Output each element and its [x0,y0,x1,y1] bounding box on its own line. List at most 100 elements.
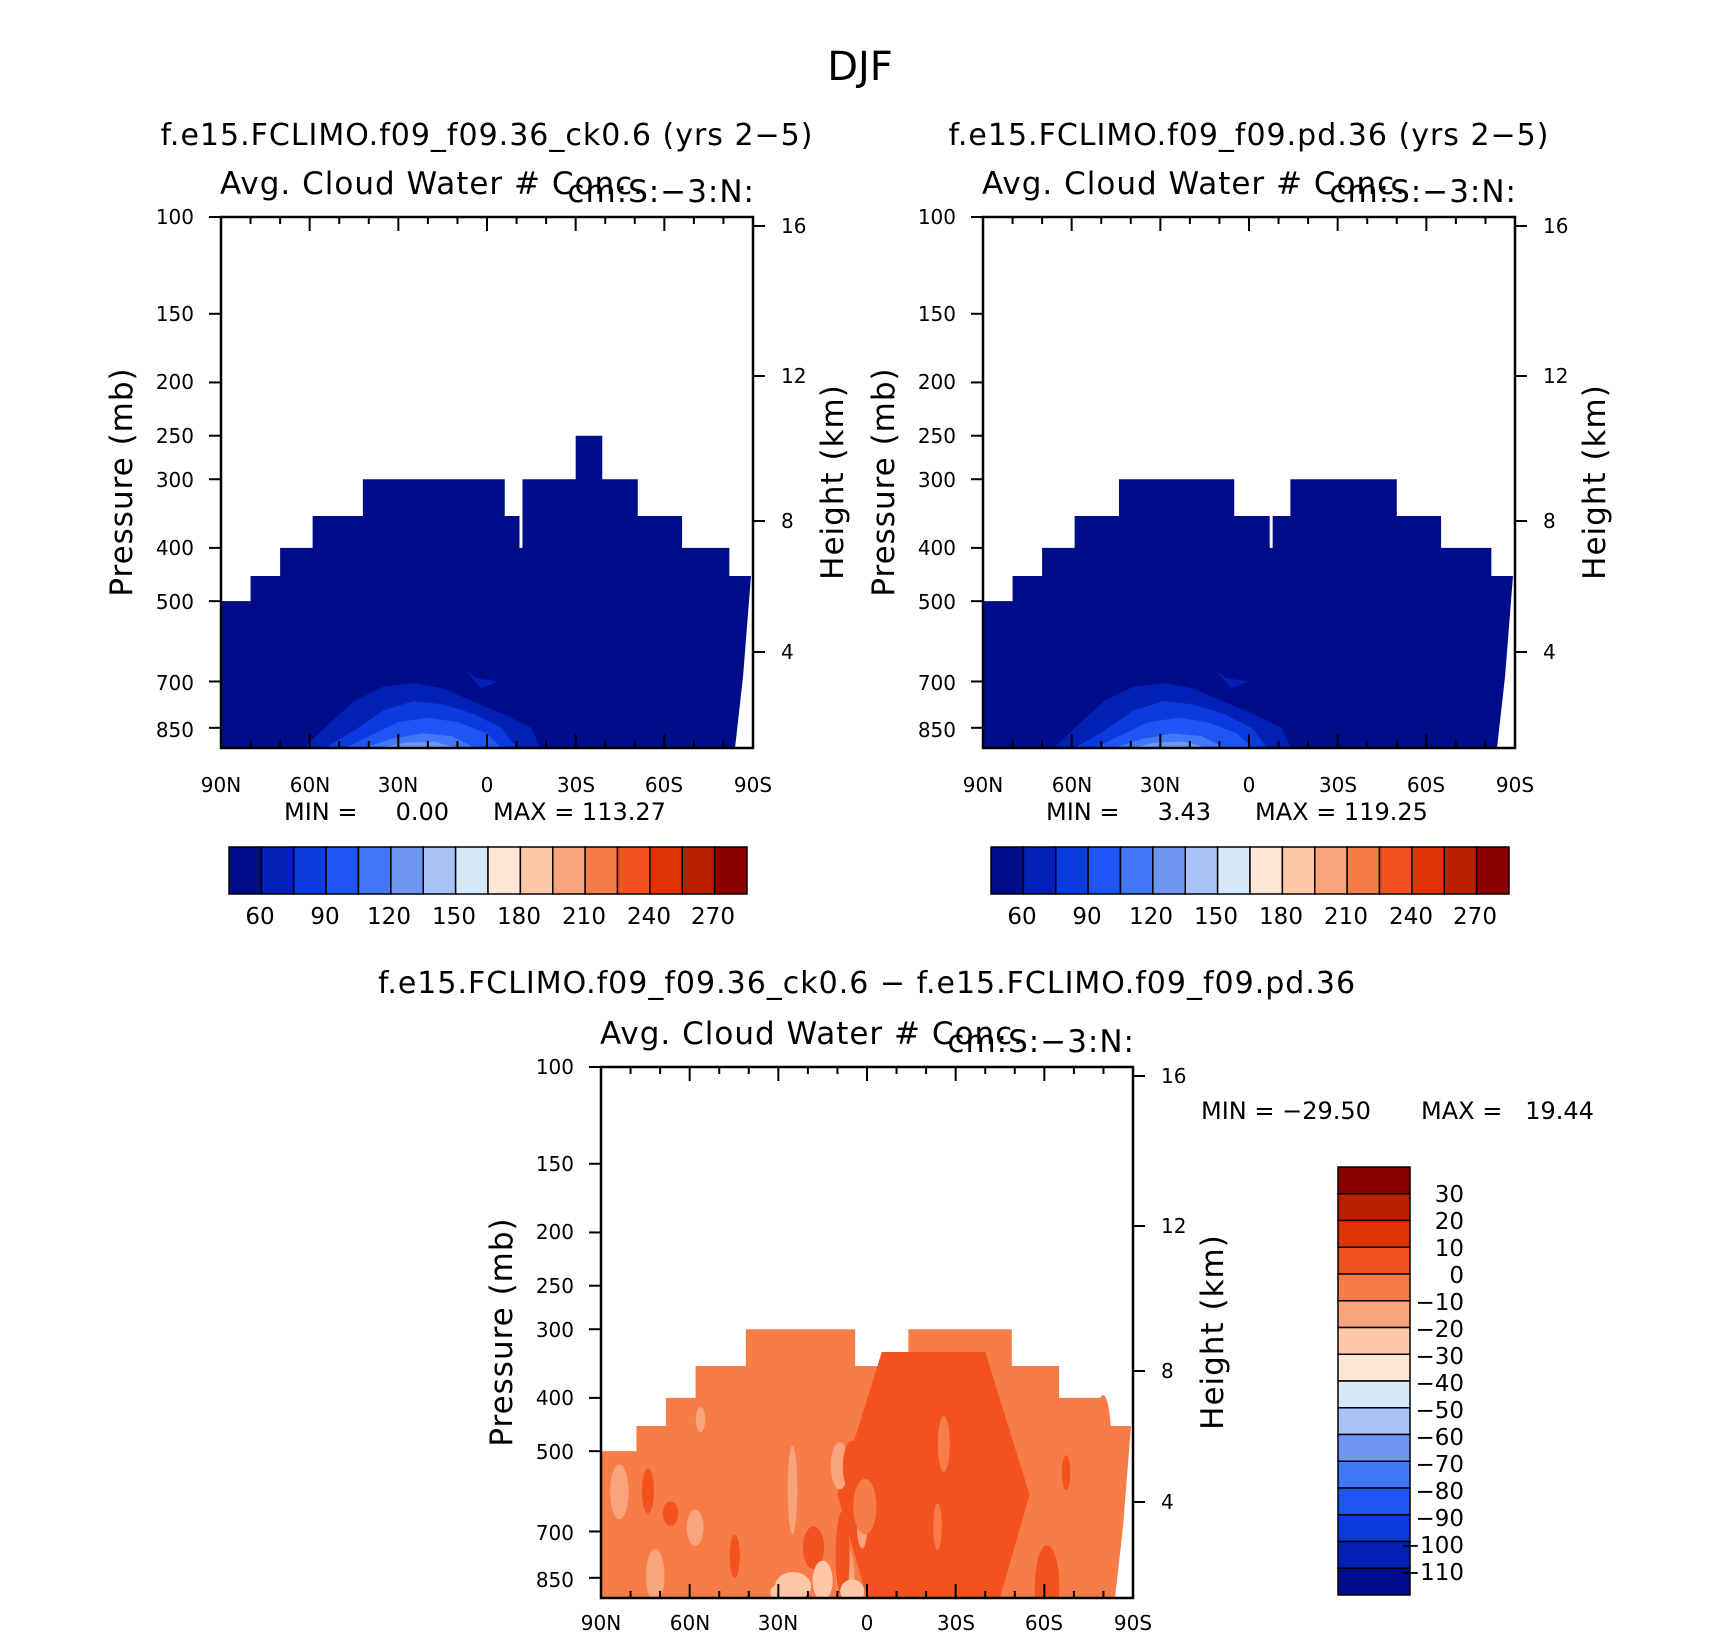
colorbar-box [357,846,392,895]
colorbar-box [260,846,295,895]
inner-contours [303,667,541,748]
colorbar-labels: 60 90 120 150 180 210 240 270 [1007,904,1497,930]
x-tick-label: 90S [1114,1611,1152,1635]
contour-blob [842,1440,862,1493]
contour-blob [645,1549,665,1598]
colorbar-label: 210 [562,904,606,930]
colorbar-box [1337,1193,1411,1222]
contour-field [983,479,1515,748]
x-tick-label: 60S [1025,1611,1063,1635]
contour-blob [885,1527,899,1564]
x-tick-label: 30N [758,1611,798,1635]
height-tick-label: 16 [781,214,806,238]
colorbar-label: 210 [1324,904,1368,930]
y-tick-label: 150 [156,302,194,326]
height-tick-label: 4 [1543,640,1556,664]
contour-level [463,667,499,689]
colorbar-label: 0 [1449,1263,1464,1289]
contour-level [1213,667,1249,689]
y-axis-label-right: Height (km) [1195,1234,1231,1430]
colorbar-label: −70 [1415,1452,1464,1478]
colorbar-box [1337,1273,1411,1302]
colorbar-box [390,846,424,895]
colorbar-box [454,846,489,895]
max-value: MAX = 113.27 [493,798,666,826]
subtitle-left: Avg. Cloud Water # Conc. [982,166,1406,202]
tick-marks [971,216,1527,748]
colorbar-box [990,846,1025,895]
colorbar-label: 90 [310,904,339,930]
max-value: MAX = 19.44 [1421,1097,1594,1125]
colorbar-box [228,846,263,895]
colorbar-box [422,846,457,895]
colorbar-label: 240 [1389,904,1433,930]
height-tick-label: 16 [1161,1064,1186,1088]
colorbar-label: −20 [1415,1317,1464,1343]
colorbar-label: −80 [1415,1479,1464,1505]
subtitle-right: cm:S:−3:N: [947,1024,1135,1060]
y-tick-labels: 100 150 200 250 300 400 500 700 850 [536,1055,574,1592]
contour-blob [695,1406,706,1433]
min-value: MIN = 3.43 [1046,798,1211,826]
colorbar-label: −90 [1415,1506,1464,1532]
colorbar-box [1337,1460,1411,1489]
y-tick-label: 150 [918,302,956,326]
tick-marks [589,1066,1145,1598]
y-tick-label: 700 [536,1521,574,1545]
colorbar-box [1314,846,1348,895]
contour-field [601,1329,1133,1598]
colorbar-box [1216,846,1251,895]
colorbar-box [1346,846,1381,895]
y-tick-label: 400 [918,536,956,560]
colorbar-box [649,846,683,895]
contour-level [345,717,502,748]
colorbar-box [616,846,651,895]
contour-blob [937,1416,950,1472]
colorbar-box [1337,1326,1411,1355]
x-tick-label: 60N [670,1611,710,1635]
y-tick-label: 850 [156,718,194,742]
y-tick-label: 850 [536,1568,574,1592]
colorbar-box [1249,846,1284,895]
contour-blob [680,1416,689,1485]
colorbar-box [1337,1246,1411,1275]
height-tick-labels: 16 12 8 4 [1161,1064,1186,1514]
y-tick-label: 200 [156,370,194,394]
height-tick-labels: 16 12 8 4 [1543,214,1568,664]
colorbar-label: −110 [1401,1560,1464,1586]
data-region [221,435,753,748]
contour-level [837,1351,1030,1598]
colorbar-label: −60 [1415,1425,1464,1451]
contour-blob [802,1526,825,1570]
colorbar-label: 150 [1194,904,1238,930]
x-tick-label: 60N [290,773,330,797]
colorbar-label: 120 [1129,904,1173,930]
height-tick-label: 8 [1161,1359,1174,1383]
colorbar-box [1087,846,1122,895]
page-title: DJF [827,44,893,90]
contour-level [1095,717,1252,748]
contour-blob [787,1445,798,1535]
colorbar-labels: 60 90 120 150 180 210 240 270 [245,904,735,930]
colorbar-box [1337,1166,1411,1195]
colorbar-label: 180 [497,904,541,930]
colorbar [228,846,748,895]
panel-difference: f.e15.FCLIMO.f09_f09.36_ck0.6 − f.e15.FC… [378,966,1594,1635]
contour-blob [853,1478,877,1535]
y-tick-label: 300 [156,468,194,492]
contour-blob [840,1579,865,1598]
colorbar-label: 120 [367,904,411,930]
colorbar-box [1337,1353,1411,1382]
y-tick-label: 200 [918,370,956,394]
panel-title: f.e15.FCLIMO.f09_f09.36_ck0.6 − f.e15.FC… [378,966,1356,1001]
subtitle-right: cm:S:−3:N: [1329,174,1517,210]
colorbar-box [1337,1219,1411,1248]
colorbar-label: 10 [1435,1236,1464,1262]
height-tick-label: 4 [781,640,794,664]
contour-level [1113,733,1226,748]
colorbar-label: 270 [1453,904,1497,930]
y-tick-label: 100 [918,205,956,229]
panel-title: f.e15.FCLIMO.f09_f09.36_ck0.6 (yrs 2−5) [161,118,814,153]
x-tick-labels: 90N 60N 30N 0 30S 60S 90S [963,773,1534,797]
x-tick-label: 90N [201,773,241,797]
